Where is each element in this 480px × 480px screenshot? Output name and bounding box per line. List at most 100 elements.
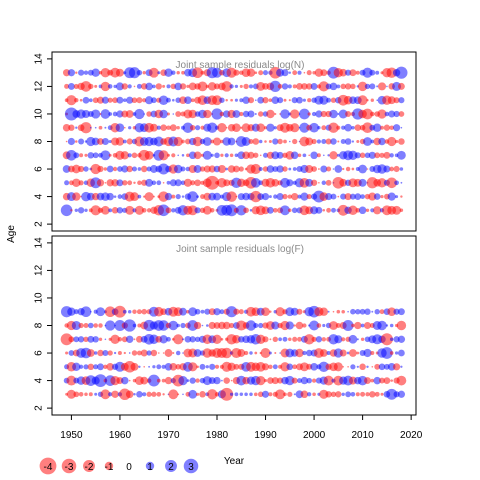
residual-bubble bbox=[68, 124, 75, 131]
residual-bubble bbox=[351, 323, 355, 328]
residual-bubble bbox=[398, 349, 405, 357]
residual-bubble bbox=[92, 336, 99, 343]
residual-bubble bbox=[370, 98, 374, 102]
residual-bubble bbox=[169, 179, 177, 187]
residual-bubble bbox=[193, 165, 202, 173]
residual-bubble bbox=[326, 350, 331, 356]
residual-bubble bbox=[375, 70, 380, 75]
x-tick-label: 1950 bbox=[60, 430, 83, 441]
residual-bubble bbox=[272, 138, 279, 145]
residual-bubble bbox=[83, 364, 89, 370]
residual-bubble bbox=[123, 319, 136, 332]
residual-bubble bbox=[247, 97, 255, 104]
residual-bubble bbox=[107, 84, 113, 89]
residual-bubble bbox=[329, 82, 338, 91]
residual-bubble bbox=[291, 377, 298, 384]
residual-bubble bbox=[397, 82, 405, 90]
residual-bubble bbox=[115, 82, 124, 91]
residual-bubble bbox=[271, 96, 280, 105]
residual-bubble bbox=[66, 95, 77, 106]
residual-bubble bbox=[290, 151, 299, 160]
residual-bubble bbox=[181, 338, 185, 341]
residual-bubble bbox=[299, 108, 310, 120]
residual-bubble bbox=[194, 308, 201, 315]
residual-bubble bbox=[274, 112, 277, 116]
residual-bubble bbox=[101, 205, 110, 215]
residual-bubble bbox=[73, 83, 79, 89]
residual-bubble bbox=[237, 178, 246, 188]
residual-bubble bbox=[183, 178, 192, 187]
residual-bubble bbox=[310, 179, 318, 186]
residual-bubble bbox=[179, 83, 187, 90]
residual-bubble bbox=[104, 182, 107, 184]
y-tick-label: 2 bbox=[34, 221, 45, 227]
residual-bubble bbox=[261, 307, 270, 317]
residual-bubble bbox=[393, 308, 400, 315]
residual-bubble bbox=[237, 349, 246, 357]
residual-bubble bbox=[88, 98, 93, 103]
residual-bubble bbox=[303, 334, 315, 345]
residual-bubble bbox=[258, 70, 264, 76]
residual-bubble bbox=[220, 337, 224, 341]
residual-bubble bbox=[307, 98, 312, 103]
residual-bubble bbox=[164, 376, 173, 385]
residual-bubble bbox=[79, 98, 83, 102]
residual-bubble bbox=[363, 137, 372, 146]
residual-bubble bbox=[209, 207, 215, 213]
residual-bubble bbox=[72, 178, 81, 188]
residual-bubble bbox=[151, 391, 157, 397]
residual-bubble bbox=[323, 154, 325, 157]
residual-bubble bbox=[308, 154, 311, 157]
residual-bubble bbox=[199, 166, 206, 172]
y-tick-label: 8 bbox=[34, 138, 45, 144]
residual-bubble bbox=[327, 310, 330, 313]
residual-bubble bbox=[268, 392, 273, 397]
residual-bubble bbox=[187, 191, 199, 202]
residual-bubble bbox=[140, 165, 148, 173]
residual-bubble bbox=[380, 194, 384, 199]
residual-bubble bbox=[315, 110, 323, 118]
residual-bubble bbox=[305, 165, 314, 173]
residual-bubble bbox=[256, 81, 266, 91]
residual-bubble bbox=[152, 195, 155, 198]
residual-bubble bbox=[136, 391, 143, 398]
residual-bubble bbox=[211, 108, 223, 120]
residual-bubble bbox=[92, 97, 99, 104]
residual-bubble bbox=[111, 390, 119, 398]
residual-bubble bbox=[326, 207, 331, 213]
residual-bubble bbox=[283, 392, 287, 397]
residual-bubble bbox=[208, 165, 216, 173]
residual-bubble bbox=[336, 125, 341, 130]
residual-bubble bbox=[227, 362, 236, 371]
residual-bubble bbox=[291, 192, 299, 201]
residual-bubble bbox=[101, 96, 109, 104]
residual-bubble bbox=[90, 163, 101, 175]
residual-bubble bbox=[380, 333, 393, 346]
residual-bubble bbox=[235, 195, 238, 198]
residual-bubble bbox=[113, 305, 126, 318]
residual-bubble bbox=[281, 83, 289, 90]
residual-bubble bbox=[162, 181, 165, 184]
y-tick-label: 8 bbox=[34, 322, 45, 328]
residual-bubble bbox=[161, 364, 166, 369]
residual-bubble bbox=[177, 393, 180, 396]
residual-bubble bbox=[330, 193, 337, 200]
residual-bubble bbox=[64, 180, 70, 186]
residual-bubble bbox=[300, 376, 309, 385]
residual-bubble bbox=[94, 392, 98, 396]
residual-bubble bbox=[254, 71, 258, 75]
residual-bubble bbox=[348, 205, 358, 216]
residual-bubble bbox=[226, 306, 238, 318]
residual-bubble bbox=[349, 69, 357, 77]
y-axis-label: Age bbox=[6, 225, 17, 243]
residual-bubble bbox=[320, 69, 328, 77]
residual-bubble bbox=[200, 70, 205, 75]
residual-bubble bbox=[243, 83, 249, 90]
residual-bubble bbox=[176, 323, 180, 328]
residual-bubble bbox=[329, 109, 338, 119]
residual-bubble bbox=[132, 166, 137, 172]
residual-bubble bbox=[148, 365, 151, 368]
residual-bubble bbox=[207, 82, 217, 91]
residual-bubble bbox=[82, 96, 90, 104]
residual-bubble bbox=[156, 364, 162, 370]
